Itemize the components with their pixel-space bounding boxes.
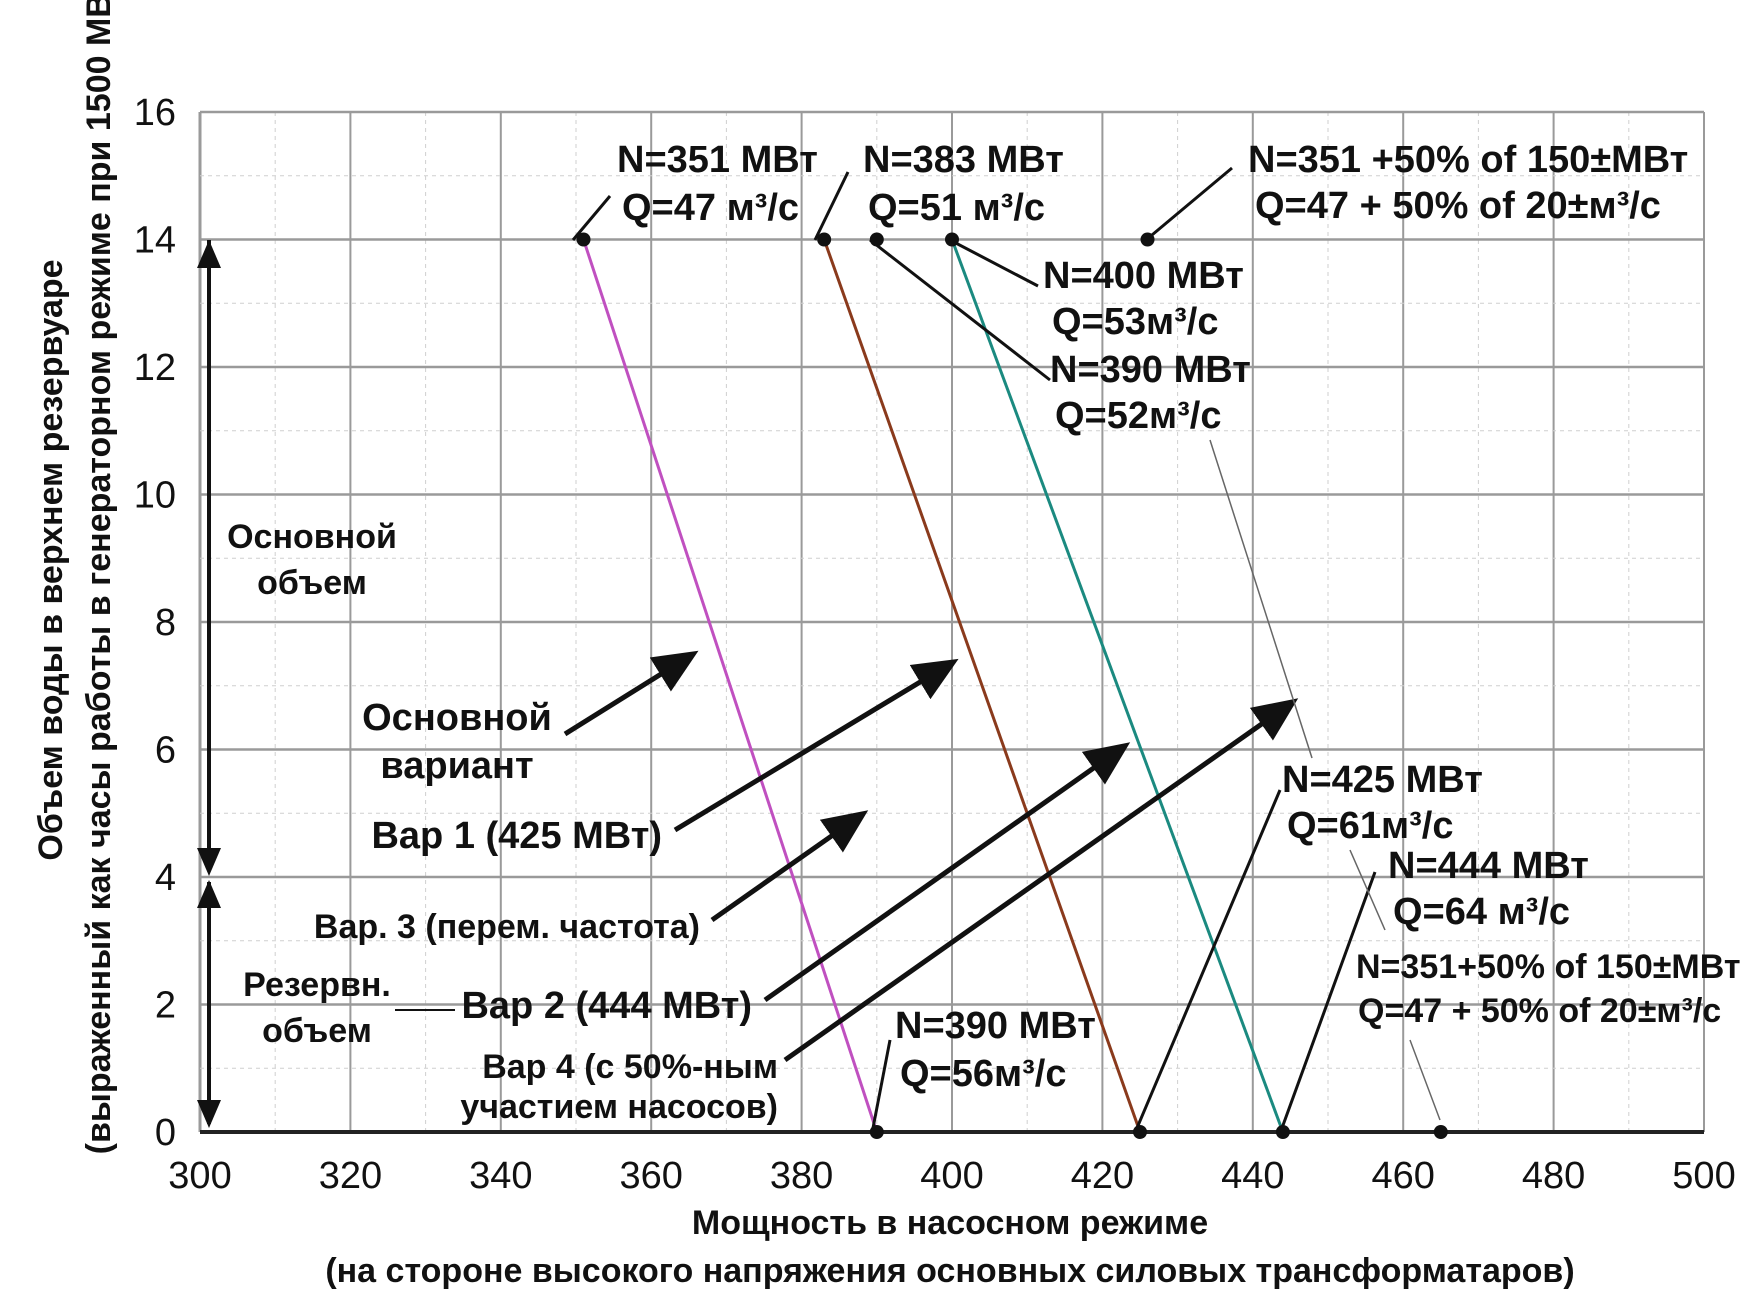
x-tick-label: 360 bbox=[619, 1155, 682, 1197]
var4-label-1: Вар 4 (с 50%-ным bbox=[482, 1048, 778, 1086]
arrow-base bbox=[563, 650, 699, 737]
series-line-teal bbox=[950, 238, 1285, 1133]
y-axis-subtitle: (выраженный как часы работы в генераторн… bbox=[80, 0, 118, 1154]
y-tick-label: 14 bbox=[134, 220, 176, 262]
x-tick-label: 440 bbox=[1221, 1155, 1284, 1197]
x-axis-subtitle: (на стороне высокого напряжения основных… bbox=[325, 1252, 1574, 1290]
y-tick-label: 2 bbox=[155, 985, 176, 1027]
arrow-var3 bbox=[710, 810, 869, 923]
ann-351-q: Q=47 м³/с bbox=[622, 187, 799, 229]
data-point bbox=[1275, 1125, 1290, 1139]
data-point bbox=[1133, 1125, 1147, 1139]
series-line-pink bbox=[582, 239, 879, 1133]
leader-lines bbox=[571, 166, 1377, 1129]
reserve-volume-bracket bbox=[197, 880, 221, 1128]
leader-390-top bbox=[869, 238, 1051, 382]
ann-400-q: Q=53м³/с bbox=[1052, 301, 1218, 343]
ann-390-top-n: N=390 МВт bbox=[1050, 349, 1251, 391]
data-point bbox=[576, 232, 591, 247]
leader-425 bbox=[1135, 789, 1282, 1129]
ann-425-n: N=425 МВт bbox=[1282, 759, 1483, 801]
series-lines bbox=[582, 238, 1285, 1133]
x-tick-label: 460 bbox=[1371, 1155, 1434, 1197]
markers bbox=[576, 232, 1448, 1139]
x-tick-label: 400 bbox=[920, 1155, 983, 1197]
series-line-brown bbox=[822, 238, 1142, 1133]
ann-351-50-bottom-n: N=351+50% of 150±МВт bbox=[1356, 948, 1741, 986]
y-axis-title: Объем воды в верхнем резервуаре bbox=[32, 259, 70, 860]
y-tick-label: 4 bbox=[155, 857, 176, 899]
main-volume-label-2: объем bbox=[257, 564, 367, 602]
x-tick-label: 320 bbox=[319, 1155, 382, 1197]
data-point bbox=[1433, 1125, 1448, 1139]
y-tick-label: 12 bbox=[134, 347, 176, 389]
reserve-volume-label-2: объем bbox=[262, 1012, 372, 1050]
ann-444-q: Q=64 м³/с bbox=[1393, 891, 1570, 933]
x-tick-label: 380 bbox=[770, 1155, 833, 1197]
ann-390-top-q: Q=52м³/с bbox=[1055, 395, 1221, 437]
ann-351-n: N=351 МВт bbox=[617, 139, 818, 181]
arrow-var4 bbox=[783, 698, 1299, 1063]
ann-425-q: Q=61м³/с bbox=[1287, 805, 1453, 847]
main-volume-label-1: Основной bbox=[227, 518, 397, 556]
y-tick-labels: 0 2 4 6 8 10 12 14 16 bbox=[134, 92, 176, 1154]
reserve-volume-label-1: Резервн. bbox=[243, 966, 391, 1004]
ann-400-n: N=400 МВт bbox=[1043, 255, 1244, 297]
base-variant-label-1: Основной bbox=[362, 697, 552, 739]
arrow-var2 bbox=[763, 742, 1131, 1003]
leader-444 bbox=[1280, 871, 1377, 1129]
data-point bbox=[869, 1125, 884, 1139]
x-tick-label: 480 bbox=[1522, 1155, 1585, 1197]
leader-390-bottom bbox=[871, 1039, 892, 1129]
x-tick-label: 300 bbox=[168, 1155, 231, 1197]
ann-390-bottom-n: N=390 МВт bbox=[895, 1005, 1096, 1047]
main-volume-bracket bbox=[197, 240, 221, 876]
ann-390-bottom-q: Q=56м³/с bbox=[900, 1053, 1066, 1095]
var2-label: Вар 2 (444 МВт) bbox=[461, 985, 752, 1027]
ann-444-n: N=444 МВт bbox=[1388, 845, 1589, 887]
ann-351-50-q: Q=47 + 50% of 20±м³/с bbox=[1255, 185, 1661, 227]
data-point bbox=[817, 232, 832, 247]
var3-label: Вар. 3 (перем. частота) bbox=[314, 908, 700, 946]
leader-351-50 bbox=[1145, 166, 1233, 242]
data-point bbox=[1140, 232, 1155, 247]
base-variant-label-2: вариант bbox=[380, 745, 533, 787]
x-tick-label: 340 bbox=[469, 1155, 532, 1197]
y-tick-label: 10 bbox=[134, 475, 176, 517]
var1-label: Вар 1 (425 МВт) bbox=[371, 815, 662, 857]
ann-383-q: Q=51 м³/с bbox=[868, 187, 1045, 229]
data-point bbox=[869, 232, 884, 247]
y-tick-label: 16 bbox=[134, 92, 176, 134]
x-axis-title: Мощность в насосном режиме bbox=[692, 1204, 1208, 1242]
y-tick-label: 0 bbox=[155, 1112, 176, 1154]
ann-351-50-bottom-q: Q=47 + 50% of 20±м³/с bbox=[1358, 992, 1721, 1030]
ann-351-50-n: N=351 +50% of 150±МВт bbox=[1248, 139, 1688, 181]
x-tick-label: 420 bbox=[1071, 1155, 1134, 1197]
var4-label-2: участием насосов) bbox=[460, 1088, 778, 1126]
variant-arrows bbox=[563, 650, 1299, 1063]
leader-400 bbox=[949, 238, 1039, 288]
thin-leader-lines bbox=[1209, 439, 1441, 1121]
y-tick-label: 6 bbox=[155, 730, 176, 772]
arrow-var1 bbox=[673, 658, 959, 833]
data-point bbox=[945, 232, 959, 247]
ann-383-n: N=383 МВт bbox=[863, 139, 1064, 181]
x-tick-labels: 300 320 340 360 380 400 420 440 460 480 500 bbox=[168, 1155, 1735, 1197]
y-tick-label: 8 bbox=[155, 602, 176, 644]
leader-383 bbox=[813, 171, 850, 241]
x-tick-label: 500 bbox=[1672, 1155, 1735, 1197]
leader-351 bbox=[571, 195, 612, 241]
